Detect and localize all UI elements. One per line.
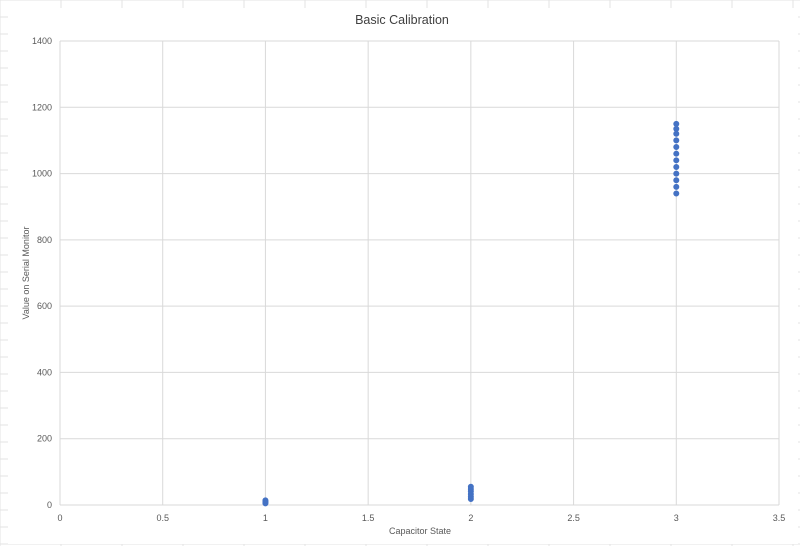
y-tick-label: 800 xyxy=(37,235,52,245)
data-point[interactable] xyxy=(673,170,680,177)
x-tick-label: 3 xyxy=(674,513,679,523)
y-tick-label: 1400 xyxy=(32,36,52,46)
y-tick-labels: 0 200 400 600 800 1000 1200 1400 xyxy=(32,36,52,510)
data-point[interactable] xyxy=(673,183,680,190)
x-tick-label: 2 xyxy=(468,513,473,523)
chart-area[interactable]: Basic Calibration 0 200 400 600 800 1000 1200 1… xyxy=(8,8,798,544)
data-point[interactable] xyxy=(673,163,680,170)
data-point[interactable] xyxy=(673,130,680,137)
data-point[interactable] xyxy=(673,125,680,132)
y-tick-label: 1200 xyxy=(32,102,52,112)
chart-title: Basic Calibration xyxy=(355,13,449,27)
scatter-chart: Basic Calibration 0 200 400 600 800 1000 1200 1… xyxy=(21,13,785,536)
y-tick-label: 200 xyxy=(37,434,52,444)
x-tick-label: 2.5 xyxy=(567,513,580,523)
data-point[interactable] xyxy=(467,483,474,490)
data-point[interactable] xyxy=(673,157,680,164)
gridlines xyxy=(59,40,780,506)
data-point[interactable] xyxy=(673,150,680,157)
x-tick-label: 0 xyxy=(57,513,62,523)
data-points xyxy=(262,120,680,507)
y-axis-title: Value on Serial Monitor xyxy=(21,227,31,320)
data-point[interactable] xyxy=(673,137,680,144)
y-tick-label: 1000 xyxy=(32,169,52,179)
y-tick-label: 400 xyxy=(37,367,52,377)
x-tick-label: 1.5 xyxy=(362,513,375,523)
y-tick-label: 0 xyxy=(47,500,52,510)
x-tick-label: 0.5 xyxy=(156,513,169,523)
data-point[interactable] xyxy=(673,190,680,197)
x-tick-label: 1 xyxy=(263,513,268,523)
x-tick-label: 3.5 xyxy=(773,513,786,523)
data-point[interactable] xyxy=(673,177,680,184)
data-point[interactable] xyxy=(673,120,680,127)
x-axis-title: Capacitor State xyxy=(389,526,451,536)
data-point[interactable] xyxy=(262,497,269,504)
x-tick-labels: 0 0.5 1 1.5 2 2.5 3 3.5 xyxy=(57,513,785,523)
data-point[interactable] xyxy=(673,144,680,151)
y-tick-label: 600 xyxy=(37,301,52,311)
